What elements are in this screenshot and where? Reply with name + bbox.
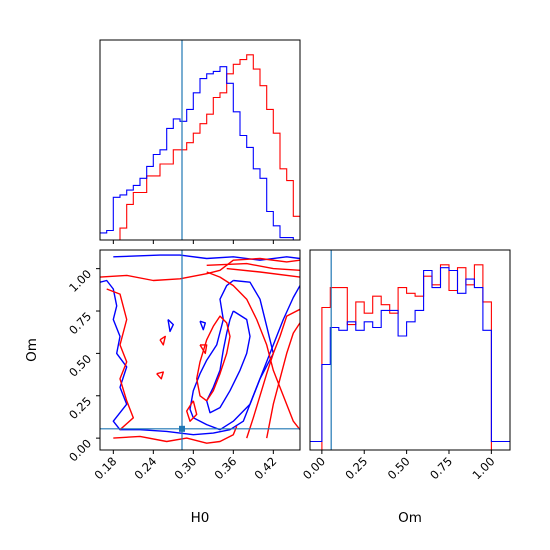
x-axis-label-om: Om <box>398 510 422 526</box>
h0-x-tick-label-0: 0.18 <box>91 454 119 482</box>
om-y-tick-label-3: 0.75 <box>66 309 94 337</box>
om-y-tick-label-2: 0.50 <box>66 352 94 380</box>
contour-series-0-level-3 <box>205 310 251 414</box>
contour-series-1-level-8 <box>195 315 231 402</box>
contour-series-1-level-2 <box>206 271 300 431</box>
contour-series-1-level-9 <box>185 400 198 422</box>
om-y-tick-label-4: 1.00 <box>66 267 94 295</box>
om-x-tick-label-3: 0.75 <box>427 454 455 482</box>
contour-series-1-level-3 <box>226 267 300 278</box>
contour-series-1-level-7 <box>106 288 135 431</box>
om-marginal-histogram-series-1 <box>310 267 510 443</box>
h0-x-tick-label-4: 0.42 <box>251 454 279 482</box>
om-x-tick-label-2: 0.50 <box>385 454 413 482</box>
h0-marginal-histogram-series-0 <box>100 54 300 240</box>
contour-series-1-level-0 <box>100 257 300 282</box>
joint-frame <box>99 249 301 451</box>
h0-x-tick-label-1: 0.24 <box>131 454 159 482</box>
om-marginal-panel: 0.00 0.25 0.50 0.75 1.00 <box>300 249 511 482</box>
om-x-tick-label-4: 1.00 <box>470 454 498 482</box>
y-axis-label-om: Om <box>24 338 40 362</box>
contour-series-0-level-5 <box>199 320 207 331</box>
contour-series-0-level-1 <box>113 254 300 261</box>
joint-panel: 0.18 0.24 0.30 0.36 0.42 0.00 0.25 0.50 0.75 1.00 <box>66 249 301 482</box>
om-y-tick-label-1: 0.25 <box>66 394 94 422</box>
contour-series-1-level-1 <box>206 262 300 271</box>
h0-x-tick-label-2: 0.30 <box>171 454 199 482</box>
contour-series-1-level-12 <box>199 344 208 355</box>
om-x-tick-label-0: 0.00 <box>300 454 328 482</box>
contour-series-0-level-2 <box>189 279 274 431</box>
contour-series-0-level-0 <box>100 279 300 436</box>
h0-marginal-frame <box>99 39 301 241</box>
contour-series-1-level-6 <box>113 426 238 444</box>
om-marginal-histogram-series-0 <box>310 264 510 450</box>
contour-series-1-level-4 <box>266 322 300 439</box>
contour-series-1-level-10 <box>159 335 167 346</box>
om-y-tick-label-0: 0.00 <box>66 436 94 464</box>
h0-x-tick-label-3: 0.36 <box>211 454 239 482</box>
joint-truth-marker <box>179 425 185 432</box>
contour-series-1-level-5 <box>246 308 300 439</box>
om-x-tick-label-1: 0.25 <box>342 454 370 482</box>
om-marginal-frame <box>309 249 511 451</box>
x-axis-label-h0: H0 <box>191 510 210 526</box>
h0-marginal-panel <box>99 39 301 244</box>
contour-series-1-level-11 <box>156 371 165 380</box>
h0-marginal-histogram-series-1 <box>100 66 300 240</box>
contour-series-0-level-4 <box>167 318 175 333</box>
